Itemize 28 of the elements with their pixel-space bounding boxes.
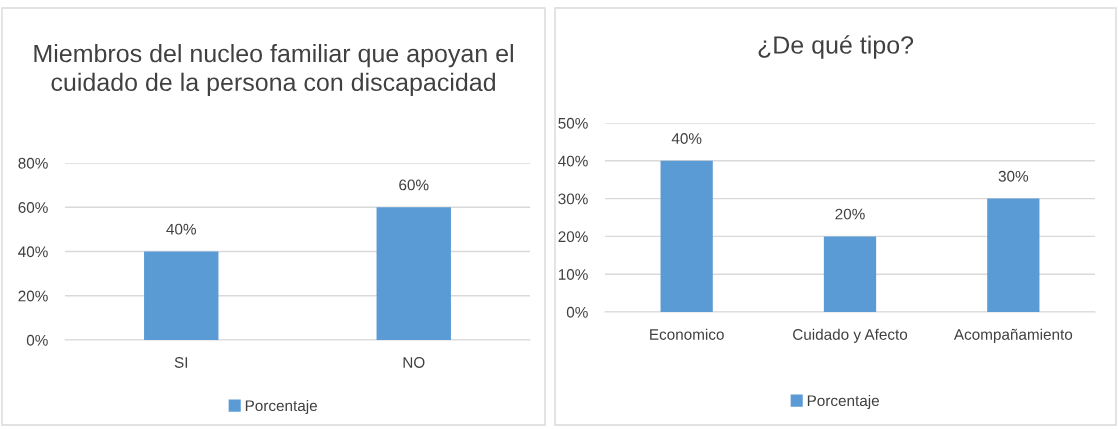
y-tick-label: 20% [558, 231, 588, 243]
y-tick-label: 20% [18, 290, 48, 302]
y-tick-label: 50% [558, 117, 588, 129]
bar [660, 160, 713, 312]
legend-label: Porcentaje [245, 399, 317, 415]
y-tick-label: 40% [18, 246, 48, 258]
x-tick-label: Acompañamiento [953, 328, 1073, 343]
data-label: 20% [835, 208, 865, 220]
y-tick-label: 0% [26, 334, 48, 346]
y-tick-label: 80% [18, 157, 48, 169]
legend-label: Porcentaje [807, 394, 879, 410]
x-tick-label: SI [174, 357, 188, 368]
y-tick-label: 10% [558, 269, 588, 280]
data-label: 60% [399, 179, 429, 191]
x-tick-label: Cuidado y Afecto [793, 328, 908, 343]
data-label: 40% [671, 133, 702, 144]
chart-title: Miembros del nucleo familiar que apoyan el cuidado de la persona con discapacidad [34, 43, 513, 97]
y-tick-label: 0% [566, 306, 588, 318]
data-label: 40% [166, 223, 196, 235]
y-tick-label: 60% [18, 202, 48, 213]
bar [987, 198, 1040, 312]
y-tick-label: 30% [558, 193, 588, 205]
x-tick-label: Economico [650, 328, 724, 340]
x-tick-label: NO [403, 357, 425, 368]
y-tick-label: 40% [558, 155, 588, 167]
bar [823, 236, 877, 312]
data-label: 30% [998, 170, 1029, 182]
chart-title: ¿De qué tipo? [758, 35, 914, 59]
